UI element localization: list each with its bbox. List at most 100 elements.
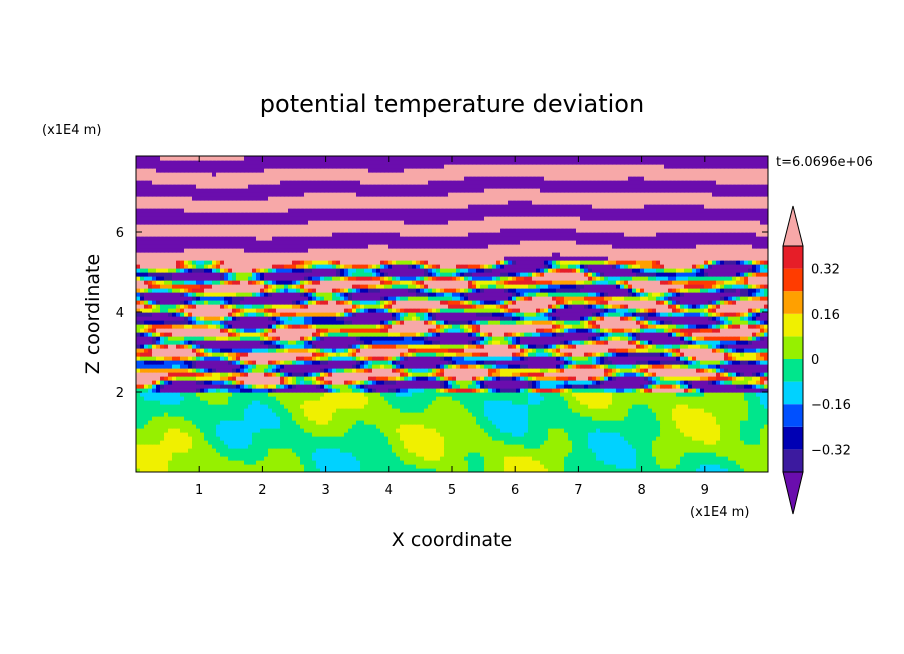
field-cell (672, 404, 677, 409)
field-cell (188, 396, 193, 401)
field-cell (588, 388, 593, 393)
field-cell (180, 356, 185, 361)
field-cell (520, 364, 525, 369)
field-cell (336, 468, 341, 472)
field-cell (652, 464, 657, 469)
field-cell (496, 388, 501, 393)
field-cell (756, 420, 761, 425)
field-cell (748, 392, 753, 397)
field-cell (580, 464, 585, 469)
field-cell (696, 364, 701, 369)
field-cell (604, 412, 609, 417)
field-cell (492, 368, 497, 373)
field-cell (684, 468, 689, 472)
field-cell (140, 416, 145, 421)
field-cell (320, 376, 325, 381)
field-cell (548, 452, 553, 457)
field-cell (672, 396, 677, 401)
field-cell (556, 380, 561, 385)
field-cell (280, 456, 285, 461)
field-cell (532, 440, 537, 445)
field-cell (244, 452, 249, 457)
field-cell (136, 424, 141, 429)
field-cell (180, 372, 185, 377)
field-cell (412, 412, 417, 417)
field-cell (408, 348, 413, 353)
field-cell (508, 380, 513, 385)
field-cell (180, 456, 185, 461)
field-cell (552, 352, 557, 357)
field-cell (400, 460, 405, 465)
field-cell (620, 380, 625, 385)
field-cell (204, 396, 209, 401)
field-cell (596, 360, 601, 365)
field-cell (196, 420, 201, 425)
field-cell (216, 360, 221, 365)
field-cell (164, 428, 169, 433)
field-cell (592, 380, 597, 385)
field-cell (720, 376, 725, 381)
field-cell (508, 412, 513, 417)
field-cell (564, 364, 569, 369)
field-cell (664, 364, 669, 369)
field-cell (420, 424, 425, 429)
field-cell (452, 408, 457, 413)
field-cell (724, 352, 729, 357)
field-cell (632, 372, 637, 377)
field-cell (580, 368, 585, 373)
field-cell (712, 440, 717, 445)
field-cell (468, 456, 473, 461)
contour-field (136, 156, 768, 472)
field-cell (684, 388, 689, 393)
field-cell (500, 348, 505, 353)
field-cell (548, 464, 553, 469)
field-cell (584, 456, 589, 461)
field-cell (300, 380, 305, 385)
field-cell (308, 392, 313, 397)
field-cell (264, 468, 269, 472)
field-cell (616, 360, 621, 365)
field-cell (532, 396, 537, 401)
field-cell (508, 456, 513, 461)
field-cell (616, 368, 621, 373)
field-cell (300, 392, 305, 397)
field-cell (532, 408, 537, 413)
field-cell (720, 396, 725, 401)
field-cell (712, 444, 717, 449)
field-cell (656, 440, 661, 445)
field-cell (748, 400, 753, 405)
field-cell (384, 388, 389, 393)
field-cell (680, 384, 685, 389)
field-cell (672, 360, 677, 365)
field-cell (544, 464, 549, 469)
field-cell (208, 424, 213, 429)
field-cell (740, 356, 745, 361)
field-cell (276, 424, 281, 429)
field-cell (172, 440, 177, 445)
field-cell (500, 420, 505, 425)
field-cell (300, 440, 305, 445)
field-cell (568, 396, 573, 401)
field-cell (744, 408, 749, 413)
field-cell (672, 464, 677, 469)
field-cell (148, 352, 153, 357)
field-cell (420, 392, 425, 397)
field-cell (540, 448, 545, 453)
field-cell (232, 456, 237, 461)
field-cell (392, 444, 397, 449)
field-cell (500, 372, 505, 377)
field-cell (328, 408, 333, 413)
field-cell (572, 380, 577, 385)
field-cell (552, 396, 557, 401)
field-cell (304, 404, 309, 409)
field-cell (520, 456, 525, 461)
field-cell (252, 440, 257, 445)
field-cell (608, 376, 613, 381)
field-cell (172, 356, 177, 361)
field-cell (384, 404, 389, 409)
field-cell (480, 404, 485, 409)
field-cell (324, 448, 329, 453)
field-cell (624, 432, 629, 437)
field-cell (592, 436, 597, 441)
field-cell (656, 424, 661, 429)
